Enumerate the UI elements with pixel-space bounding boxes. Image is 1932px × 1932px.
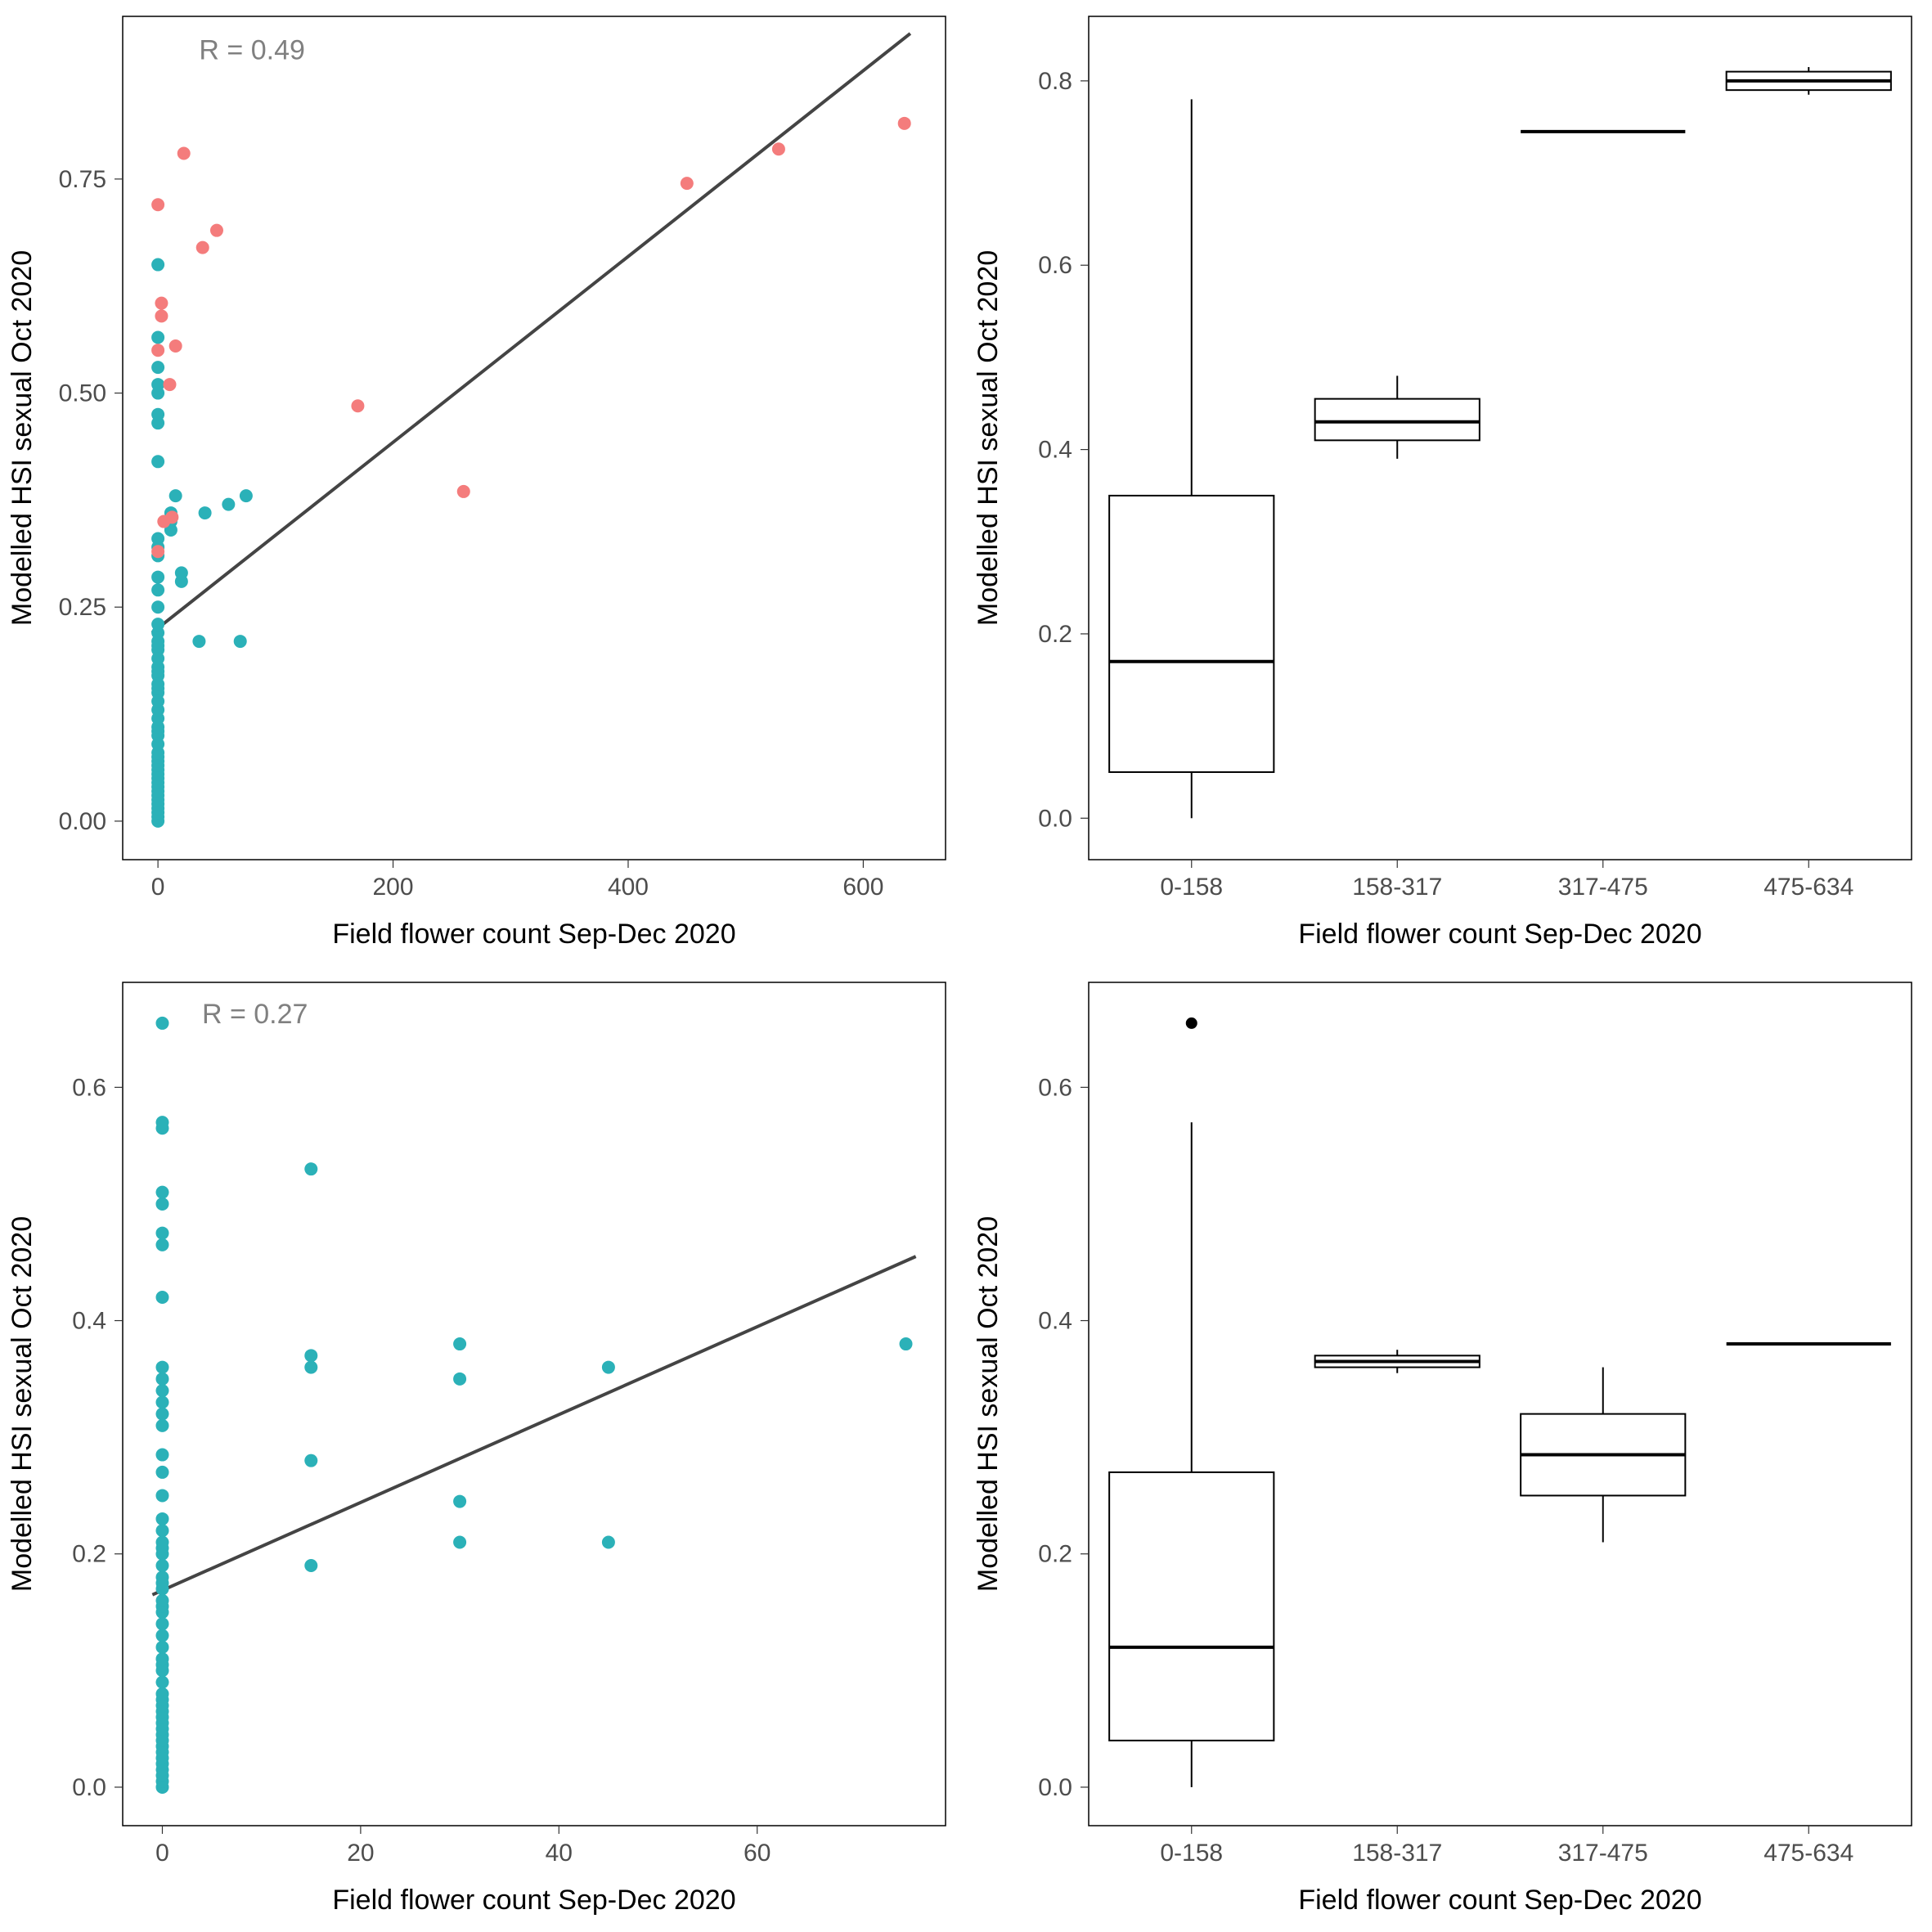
boxplot-b: 0.0 0.2 0.4 0.6 0.8 0-158 158-317 317-475 475-63… xyxy=(966,0,1932,966)
svg-text:0.8: 0.8 xyxy=(1038,68,1072,95)
svg-text:40: 40 xyxy=(546,1840,573,1867)
svg-text:475-634: 475-634 xyxy=(1764,1840,1853,1867)
svg-text:475-634: 475-634 xyxy=(1764,874,1853,901)
svg-text:0.6: 0.6 xyxy=(72,1074,106,1101)
svg-text:0.50: 0.50 xyxy=(59,380,106,407)
svg-text:158-317: 158-317 xyxy=(1352,1840,1442,1867)
svg-text:0.6: 0.6 xyxy=(1038,1074,1072,1101)
svg-text:Field flower count Sep-Dec 202: Field flower count Sep-Dec 2020 xyxy=(1298,1885,1701,1916)
svg-text:317-475: 317-475 xyxy=(1558,1840,1648,1867)
svg-text:Field flower count Sep-Dec 202: Field flower count Sep-Dec 2020 xyxy=(332,1885,735,1916)
svg-text:0.0: 0.0 xyxy=(72,1774,106,1801)
boxplot-d: 0.0 0.2 0.4 0.6 0-158 158-317 317-475 475-634 Fi… xyxy=(966,966,1932,1932)
svg-text:0.2: 0.2 xyxy=(72,1541,106,1568)
panel-top-left-scatter: 0 200 400 600 0.00 0.25 0.50 0.75 Field flower c… xyxy=(0,0,966,966)
svg-text:0-158: 0-158 xyxy=(1160,1840,1223,1867)
scatter-plot-a: 0 200 400 600 0.00 0.25 0.50 0.75 Field flower c… xyxy=(0,0,966,966)
svg-text:400: 400 xyxy=(608,874,649,901)
svg-text:60: 60 xyxy=(744,1840,771,1867)
svg-text:R = 0.49: R = 0.49 xyxy=(199,34,304,65)
svg-text:20: 20 xyxy=(347,1840,374,1867)
svg-text:Field flower count Sep-Dec 202: Field flower count Sep-Dec 2020 xyxy=(332,919,735,950)
svg-text:0: 0 xyxy=(151,874,165,901)
svg-text:0.4: 0.4 xyxy=(1038,1308,1072,1335)
svg-text:200: 200 xyxy=(373,874,414,901)
panel-bottom-left-scatter: 0 20 40 60 0.0 0.2 0.4 0.6 Field flower count Se… xyxy=(0,966,966,1932)
svg-text:0.00: 0.00 xyxy=(59,808,106,835)
svg-text:0.6: 0.6 xyxy=(1038,252,1072,279)
svg-text:R = 0.27: R = 0.27 xyxy=(202,999,308,1030)
figure-grid: 02004006000.000.250.500.75Field flower c… xyxy=(0,0,1932,1932)
panel-top-right-boxplot: 0.0 0.2 0.4 0.6 0.8 0-158 158-317 317-475 475-63… xyxy=(966,0,1932,966)
svg-text:600: 600 xyxy=(842,874,883,901)
svg-text:0: 0 xyxy=(155,1840,169,1867)
svg-text:0.0: 0.0 xyxy=(1038,1774,1072,1801)
svg-text:0.2: 0.2 xyxy=(1038,621,1072,648)
svg-text:0.2: 0.2 xyxy=(1038,1541,1072,1568)
svg-text:Modelled HSI sexual Oct 2020: Modelled HSI sexual Oct 2020 xyxy=(7,1216,38,1592)
svg-text:317-475: 317-475 xyxy=(1558,874,1648,901)
svg-text:0.4: 0.4 xyxy=(72,1308,106,1335)
svg-text:0-158: 0-158 xyxy=(1160,874,1223,901)
svg-text:Modelled HSI sexual Oct 2020: Modelled HSI sexual Oct 2020 xyxy=(7,250,38,626)
svg-text:0.25: 0.25 xyxy=(59,594,106,621)
svg-text:Modelled HSI sexual Oct 2020: Modelled HSI sexual Oct 2020 xyxy=(973,250,1004,626)
svg-text:0.75: 0.75 xyxy=(59,166,106,193)
panel-bottom-right-boxplot: 0.0 0.2 0.4 0.6 0-158 158-317 317-475 475-634 Fi… xyxy=(966,966,1932,1932)
svg-text:Modelled HSI sexual Oct 2020: Modelled HSI sexual Oct 2020 xyxy=(973,1216,1004,1592)
scatter-plot-c: 0 20 40 60 0.0 0.2 0.4 0.6 Field flower count Se… xyxy=(0,966,966,1932)
svg-text:0.0: 0.0 xyxy=(1038,805,1072,832)
svg-text:158-317: 158-317 xyxy=(1352,874,1442,901)
svg-text:0.4: 0.4 xyxy=(1038,437,1072,464)
svg-text:Field flower count Sep-Dec 202: Field flower count Sep-Dec 2020 xyxy=(1298,919,1701,950)
